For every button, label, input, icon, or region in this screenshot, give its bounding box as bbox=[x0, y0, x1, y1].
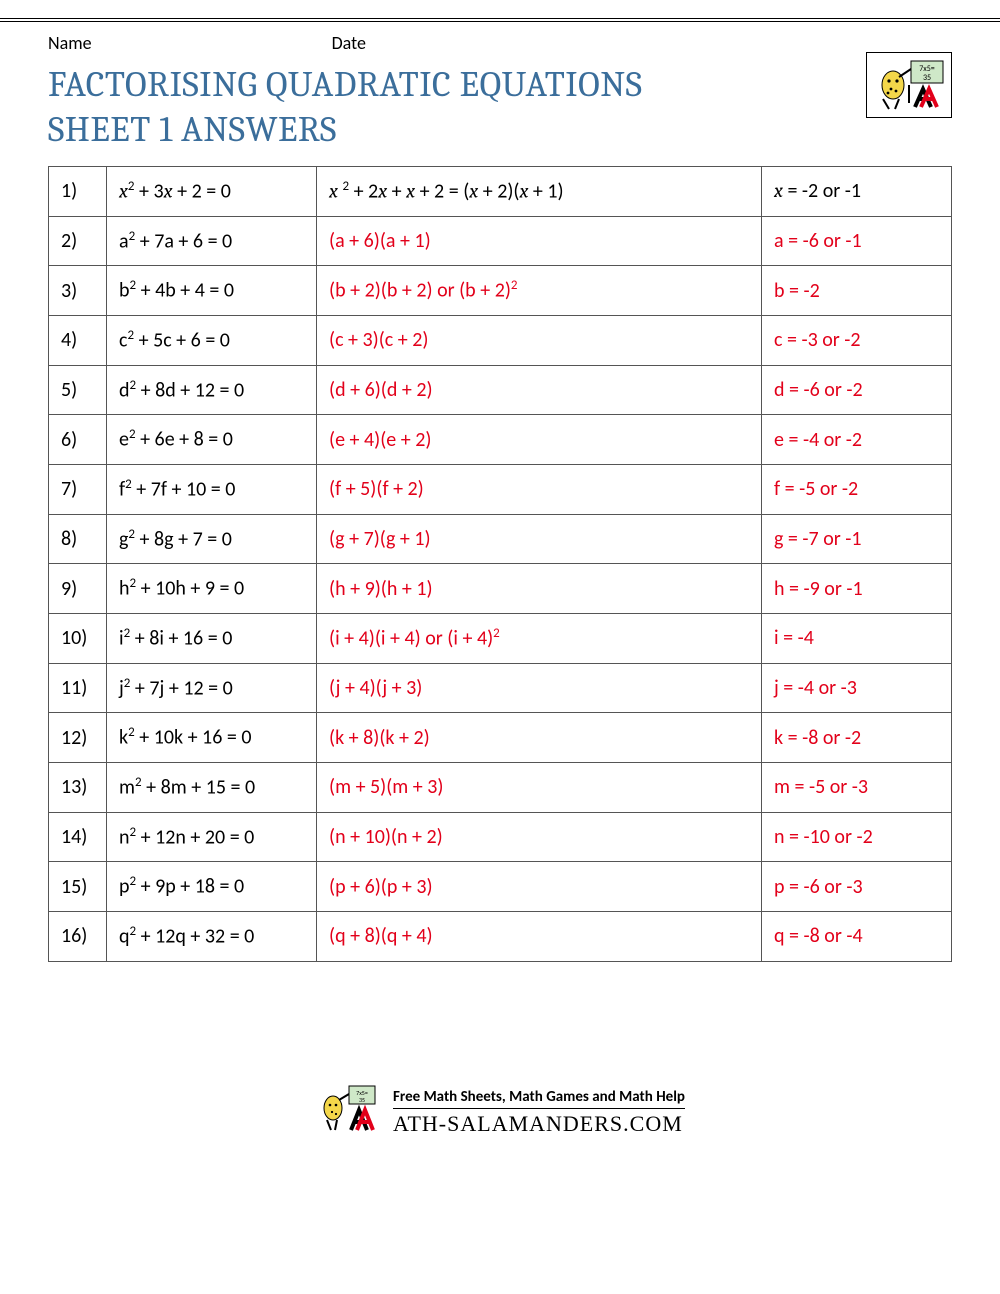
equation-cell: x2 + 3x + 2 = 0 bbox=[107, 167, 317, 217]
solution-cell: d = -6 or -2 bbox=[762, 365, 952, 415]
table-row: 9)h2 + 10h + 9 = 0(h + 9)(h + 1)h = -9 o… bbox=[49, 564, 952, 614]
factorisation-cell: (c + 3)(c + 2) bbox=[317, 315, 762, 365]
solution-cell: a = -6 or -1 bbox=[762, 216, 952, 266]
table-row: 11)j2 + 7j + 12 = 0(j + 4)(j + 3)j = -4 … bbox=[49, 663, 952, 713]
solution-cell: c = -3 or -2 bbox=[762, 315, 952, 365]
solution-cell: q = -8 or -4 bbox=[762, 911, 952, 961]
solution-cell: j = -4 or -3 bbox=[762, 663, 952, 713]
footer-tagline: Free Math Sheets, Math Games and Math He… bbox=[393, 1088, 685, 1109]
name-date-row: Name Date bbox=[48, 32, 952, 54]
solution-cell: b = -2 bbox=[762, 266, 952, 316]
factorisation-cell: (d + 6)(d + 2) bbox=[317, 365, 762, 415]
factorisation-cell: (a + 6)(a + 1) bbox=[317, 216, 762, 266]
factorisation-cell: (g + 7)(g + 1) bbox=[317, 514, 762, 564]
equation-cell: c2 + 5c + 6 = 0 bbox=[107, 315, 317, 365]
table-row: 7)f2 + 7f + 10 = 0(f + 5)(f + 2)f = -5 o… bbox=[49, 464, 952, 514]
table-row: 8)g2 + 8g + 7 = 0(g + 7)(g + 1)g = -7 or… bbox=[49, 514, 952, 564]
table-row: 2)a2 + 7a + 6 = 0(a + 6)(a + 1)a = -6 or… bbox=[49, 216, 952, 266]
factorisation-cell: (j + 4)(j + 3) bbox=[317, 663, 762, 713]
factorisation-cell: (p + 6)(p + 3) bbox=[317, 862, 762, 912]
row-number: 15) bbox=[49, 862, 107, 912]
table-row: 10)i2 + 8i + 16 = 0(i + 4)(i + 4) or (i … bbox=[49, 613, 952, 663]
table-row: 5)d2 + 8d + 12 = 0(d + 6)(d + 2)d = -6 o… bbox=[49, 365, 952, 415]
row-number: 8) bbox=[49, 514, 107, 564]
equation-cell: q2 + 12q + 32 = 0 bbox=[107, 911, 317, 961]
row-number: 7) bbox=[49, 464, 107, 514]
solution-cell: m = -5 or -3 bbox=[762, 762, 952, 812]
factorisation-cell: x 2 + 2x + x + 2 = (x + 2)(x + 1) bbox=[317, 167, 762, 217]
row-number: 11) bbox=[49, 663, 107, 713]
factorisation-cell: (k + 8)(k + 2) bbox=[317, 713, 762, 763]
equation-cell: a2 + 7a + 6 = 0 bbox=[107, 216, 317, 266]
row-number: 4) bbox=[49, 315, 107, 365]
equation-cell: h2 + 10h + 9 = 0 bbox=[107, 564, 317, 614]
table-row: 13)m2 + 8m + 15 = 0(m + 5)(m + 3)m = -5 … bbox=[49, 762, 952, 812]
footer-logo-icon: 7x5= 35 bbox=[315, 1082, 385, 1143]
factorisation-cell: (i + 4)(i + 4) or (i + 4)2 bbox=[317, 613, 762, 663]
factorisation-cell: (e + 4)(e + 2) bbox=[317, 415, 762, 465]
svg-text:35: 35 bbox=[923, 73, 931, 83]
row-number: 16) bbox=[49, 911, 107, 961]
equation-cell: d2 + 8d + 12 = 0 bbox=[107, 365, 317, 415]
footer-site: ATH-SALAMANDERS.COM bbox=[393, 1111, 685, 1137]
equation-cell: p2 + 9p + 18 = 0 bbox=[107, 862, 317, 912]
svg-text:35: 35 bbox=[359, 1096, 365, 1104]
row-number: 10) bbox=[49, 613, 107, 663]
equation-cell: i2 + 8i + 16 = 0 bbox=[107, 613, 317, 663]
row-number: 14) bbox=[49, 812, 107, 862]
equation-cell: b2 + 4b + 4 = 0 bbox=[107, 266, 317, 316]
equation-cell: n2 + 12n + 20 = 0 bbox=[107, 812, 317, 862]
factorisation-cell: (b + 2)(b + 2) or (b + 2)2 bbox=[317, 266, 762, 316]
solution-cell: x = -2 or -1 bbox=[762, 167, 952, 217]
equation-cell: g2 + 8g + 7 = 0 bbox=[107, 514, 317, 564]
title-line-2: SHEET 1 ANSWERS bbox=[48, 107, 952, 152]
equation-cell: e2 + 6e + 8 = 0 bbox=[107, 415, 317, 465]
row-number: 12) bbox=[49, 713, 107, 763]
factorisation-cell: (n + 10)(n + 2) bbox=[317, 812, 762, 862]
table-row: 16)q2 + 12q + 32 = 0(q + 8)(q + 4)q = -8… bbox=[49, 911, 952, 961]
answers-table: 1)x2 + 3x + 2 = 0x 2 + 2x + x + 2 = (x +… bbox=[48, 166, 952, 962]
row-number: 1) bbox=[49, 167, 107, 217]
table-row: 3)b2 + 4b + 4 = 0(b + 2)(b + 2) or (b + … bbox=[49, 266, 952, 316]
table-row: 1)x2 + 3x + 2 = 0x 2 + 2x + x + 2 = (x +… bbox=[49, 167, 952, 217]
equation-cell: m2 + 8m + 15 = 0 bbox=[107, 762, 317, 812]
row-number: 13) bbox=[49, 762, 107, 812]
worksheet-page: Name Date FACTORISING QUADRATIC EQUATION… bbox=[0, 32, 1000, 1143]
row-number: 9) bbox=[49, 564, 107, 614]
footer: 7x5= 35 Free Math Sheets, Math Games and… bbox=[48, 1082, 952, 1143]
row-number: 5) bbox=[49, 365, 107, 415]
logo-icon: 7x5= 35 bbox=[866, 52, 952, 118]
solution-cell: g = -7 or -1 bbox=[762, 514, 952, 564]
solution-cell: i = -4 bbox=[762, 613, 952, 663]
title-line-1: FACTORISING QUADRATIC EQUATIONS bbox=[48, 62, 952, 107]
equation-cell: k2 + 10k + 16 = 0 bbox=[107, 713, 317, 763]
table-row: 6)e2 + 6e + 8 = 0(e + 4)(e + 2)e = -4 or… bbox=[49, 415, 952, 465]
factorisation-cell: (f + 5)(f + 2) bbox=[317, 464, 762, 514]
header: Name Date FACTORISING QUADRATIC EQUATION… bbox=[48, 32, 952, 152]
title-block: FACTORISING QUADRATIC EQUATIONS SHEET 1 … bbox=[48, 62, 952, 152]
factorisation-cell: (m + 5)(m + 3) bbox=[317, 762, 762, 812]
page-top-rule bbox=[0, 18, 1000, 22]
equation-cell: j2 + 7j + 12 = 0 bbox=[107, 663, 317, 713]
date-label: Date bbox=[332, 32, 366, 54]
table-row: 12)k2 + 10k + 16 = 0(k + 8)(k + 2)k = -8… bbox=[49, 713, 952, 763]
row-number: 3) bbox=[49, 266, 107, 316]
solution-cell: e = -4 or -2 bbox=[762, 415, 952, 465]
row-number: 2) bbox=[49, 216, 107, 266]
solution-cell: k = -8 or -2 bbox=[762, 713, 952, 763]
row-number: 6) bbox=[49, 415, 107, 465]
solution-cell: n = -10 or -2 bbox=[762, 812, 952, 862]
factorisation-cell: (q + 8)(q + 4) bbox=[317, 911, 762, 961]
solution-cell: h = -9 or -1 bbox=[762, 564, 952, 614]
solution-cell: p = -6 or -3 bbox=[762, 862, 952, 912]
solution-cell: f = -5 or -2 bbox=[762, 464, 952, 514]
name-label: Name bbox=[48, 32, 92, 54]
footer-text: Free Math Sheets, Math Games and Math He… bbox=[393, 1088, 685, 1137]
table-row: 15)p2 + 9p + 18 = 0(p + 6)(p + 3)p = -6 … bbox=[49, 862, 952, 912]
table-row: 4)c2 + 5c + 6 = 0(c + 3)(c + 2)c = -3 or… bbox=[49, 315, 952, 365]
factorisation-cell: (h + 9)(h + 1) bbox=[317, 564, 762, 614]
answers-tbody: 1)x2 + 3x + 2 = 0x 2 + 2x + x + 2 = (x +… bbox=[49, 167, 952, 962]
equation-cell: f2 + 7f + 10 = 0 bbox=[107, 464, 317, 514]
table-row: 14)n2 + 12n + 20 = 0(n + 10)(n + 2)n = -… bbox=[49, 812, 952, 862]
